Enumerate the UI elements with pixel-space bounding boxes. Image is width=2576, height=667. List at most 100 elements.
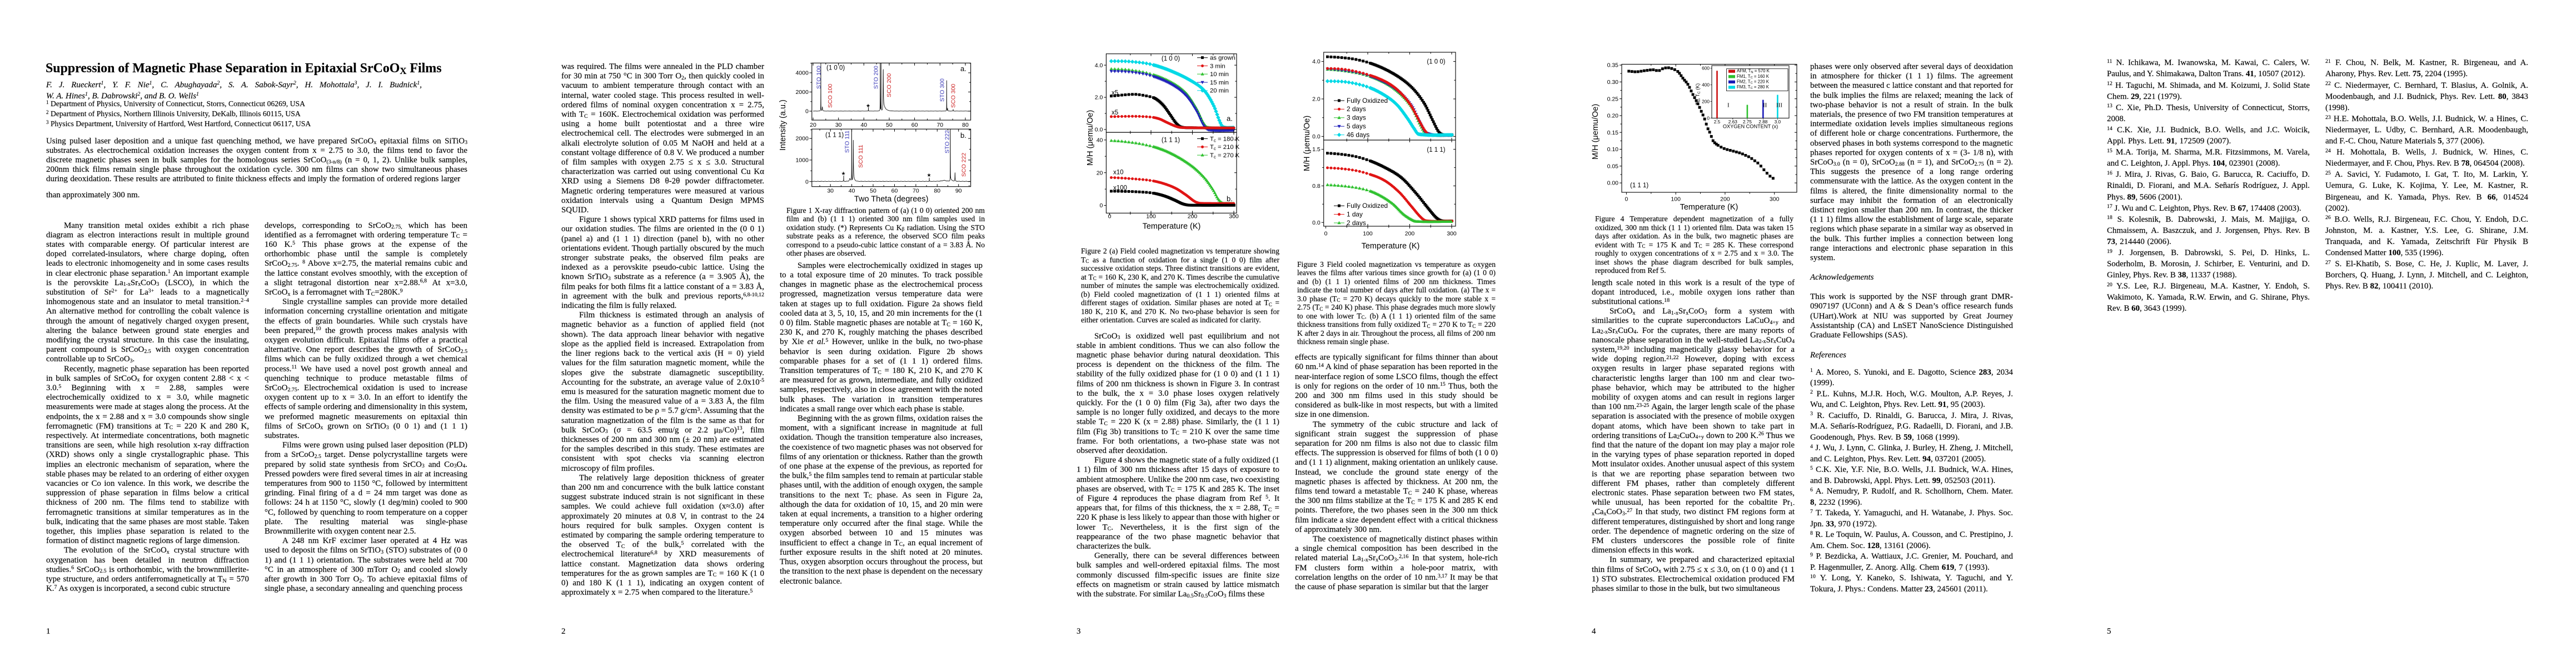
svg-text:x10: x10 bbox=[1113, 169, 1124, 176]
svg-text:100: 100 bbox=[1363, 230, 1373, 237]
svg-text:3 min: 3 min bbox=[1210, 63, 1225, 69]
svg-text:b.: b. bbox=[960, 131, 966, 140]
svg-text:0: 0 bbox=[805, 178, 809, 185]
svg-text:Two Theta (degrees): Two Theta (degrees) bbox=[854, 195, 929, 204]
svg-text:FM1, TC = 160 K: FM1, TC = 160 K bbox=[1737, 74, 1770, 79]
svg-text:as grown: as grown bbox=[1210, 55, 1235, 62]
svg-text:2.0: 2.0 bbox=[1312, 96, 1321, 103]
svg-text:STO 111: STO 111 bbox=[844, 131, 851, 153]
svg-text:(1 0 0): (1 0 0) bbox=[826, 65, 845, 72]
svg-text:300: 300 bbox=[1229, 213, 1239, 220]
svg-text:x5: x5 bbox=[1112, 109, 1118, 116]
svg-text:30: 30 bbox=[835, 122, 842, 128]
svg-text:2.0: 2.0 bbox=[1095, 94, 1103, 101]
svg-text:a.: a. bbox=[960, 64, 966, 73]
svg-text:90: 90 bbox=[955, 187, 962, 194]
svg-text:200: 200 bbox=[1405, 230, 1415, 237]
svg-text:0.30: 0.30 bbox=[1607, 79, 1619, 86]
svg-text:STO 300: STO 300 bbox=[939, 78, 946, 102]
svg-text:(1 1 1): (1 1 1) bbox=[1162, 137, 1180, 143]
svg-text:I: I bbox=[1727, 102, 1730, 109]
svg-text:1 day: 1 day bbox=[1347, 210, 1363, 218]
svg-text:60: 60 bbox=[911, 122, 918, 128]
svg-text:Intensity (a.u.): Intensity (a.u.) bbox=[779, 99, 788, 151]
svg-text:1000: 1000 bbox=[795, 157, 809, 164]
svg-text:Fully Oxidized: Fully Oxidized bbox=[1347, 97, 1388, 104]
svg-text:II: II bbox=[1763, 102, 1767, 109]
svg-text:(1 0 0): (1 0 0) bbox=[1162, 56, 1180, 62]
svg-text:2.75: 2.75 bbox=[1743, 119, 1752, 125]
svg-text:0: 0 bbox=[1707, 115, 1710, 121]
svg-text:0.0: 0.0 bbox=[1312, 133, 1321, 140]
svg-text:STO 222: STO 222 bbox=[944, 130, 951, 153]
svg-text:0: 0 bbox=[1324, 230, 1328, 237]
svg-text:STO 100: STO 100 bbox=[816, 66, 823, 89]
svg-text:10 min: 10 min bbox=[1210, 71, 1229, 78]
svg-text:0: 0 bbox=[1100, 202, 1103, 209]
svg-text:0.10: 0.10 bbox=[1607, 146, 1619, 153]
svg-text:100: 100 bbox=[1146, 213, 1156, 220]
svg-text:★: ★ bbox=[841, 171, 846, 176]
svg-text:M/H (μemu/Oe): M/H (μemu/Oe) bbox=[1086, 110, 1095, 166]
svg-text:20 min: 20 min bbox=[1210, 88, 1229, 94]
svg-text:0.35: 0.35 bbox=[1607, 62, 1619, 69]
svg-text:70: 70 bbox=[936, 122, 943, 128]
svg-text:★: ★ bbox=[866, 103, 870, 108]
svg-text:0.05: 0.05 bbox=[1607, 163, 1619, 170]
svg-text:0: 0 bbox=[805, 108, 809, 115]
svg-text:200: 200 bbox=[1188, 213, 1198, 220]
svg-text:0.8: 0.8 bbox=[1312, 183, 1321, 190]
svg-text:x100: x100 bbox=[1113, 185, 1127, 191]
svg-text:FM3, TC = 280 K: FM3, TC = 280 K bbox=[1737, 84, 1770, 90]
svg-text:2.88: 2.88 bbox=[1758, 119, 1768, 125]
svg-text:2 days: 2 days bbox=[1347, 105, 1366, 113]
svg-text:SCO 300: SCO 300 bbox=[950, 84, 957, 108]
svg-text:0: 0 bbox=[1108, 213, 1112, 220]
svg-text:80: 80 bbox=[962, 122, 969, 128]
svg-text:OXYGEN CONTENT (x): OXYGEN CONTENT (x) bbox=[1723, 124, 1778, 130]
svg-text:4000: 4000 bbox=[795, 70, 809, 77]
svg-text:30: 30 bbox=[827, 187, 834, 194]
svg-text:3 days: 3 days bbox=[1347, 114, 1366, 122]
svg-text:2.5: 2.5 bbox=[1714, 119, 1721, 125]
svg-text:0.0: 0.0 bbox=[1312, 220, 1321, 226]
svg-text:40: 40 bbox=[1097, 137, 1103, 143]
svg-text:15 min: 15 min bbox=[1210, 79, 1229, 86]
svg-text:0.15: 0.15 bbox=[1607, 130, 1619, 136]
svg-text:M/H (μemu/Oe): M/H (μemu/Oe) bbox=[1303, 116, 1312, 171]
svg-text:b.: b. bbox=[1227, 195, 1233, 203]
svg-text:40: 40 bbox=[860, 122, 867, 128]
svg-text:46 days: 46 days bbox=[1347, 131, 1369, 138]
svg-text:0.20: 0.20 bbox=[1607, 113, 1619, 120]
svg-text:300: 300 bbox=[1770, 196, 1780, 203]
svg-text:2000: 2000 bbox=[795, 136, 809, 142]
svg-text:III: III bbox=[1776, 102, 1782, 109]
svg-text:(1 1 1): (1 1 1) bbox=[1427, 147, 1445, 153]
svg-text:M/H (μemu/Oe): M/H (μemu/Oe) bbox=[1591, 104, 1600, 160]
svg-text:AFM, TN = 570 K: AFM, TN = 570 K bbox=[1737, 68, 1770, 74]
svg-text:70: 70 bbox=[913, 187, 919, 194]
svg-text:a.: a. bbox=[1227, 115, 1233, 123]
svg-text:(1 1 1): (1 1 1) bbox=[1630, 182, 1648, 189]
svg-text:0.25: 0.25 bbox=[1607, 96, 1619, 102]
svg-text:FM2, TC = 220 K: FM2, TC = 220 K bbox=[1737, 79, 1770, 84]
svg-text:2000: 2000 bbox=[795, 89, 809, 96]
svg-text:Fully Oxidized: Fully Oxidized bbox=[1347, 202, 1388, 210]
svg-text:60: 60 bbox=[891, 187, 898, 194]
svg-text:TN, TC (K): TN, TC (K) bbox=[1695, 83, 1702, 105]
svg-text:Temperature (K): Temperature (K) bbox=[1362, 242, 1420, 251]
svg-text:50: 50 bbox=[886, 122, 893, 128]
svg-text:200: 200 bbox=[1702, 98, 1710, 104]
svg-text:SCO 200: SCO 200 bbox=[886, 73, 893, 97]
svg-text:600: 600 bbox=[1702, 66, 1710, 71]
svg-text:50: 50 bbox=[870, 187, 876, 194]
svg-text:2 days: 2 days bbox=[1347, 219, 1366, 227]
svg-text:(1 0 0): (1 0 0) bbox=[1427, 58, 1445, 65]
svg-text:Tc = 180 K: Tc = 180 K bbox=[1210, 136, 1240, 143]
svg-text:300: 300 bbox=[1447, 230, 1457, 237]
svg-text:SCO 111: SCO 111 bbox=[858, 145, 864, 168]
svg-text:(1 1 1): (1 1 1) bbox=[825, 132, 844, 139]
svg-text:2.63: 2.63 bbox=[1728, 119, 1738, 125]
svg-text:Tc = 270 K: Tc = 270 K bbox=[1210, 152, 1240, 160]
svg-text:0.0: 0.0 bbox=[1095, 127, 1103, 133]
